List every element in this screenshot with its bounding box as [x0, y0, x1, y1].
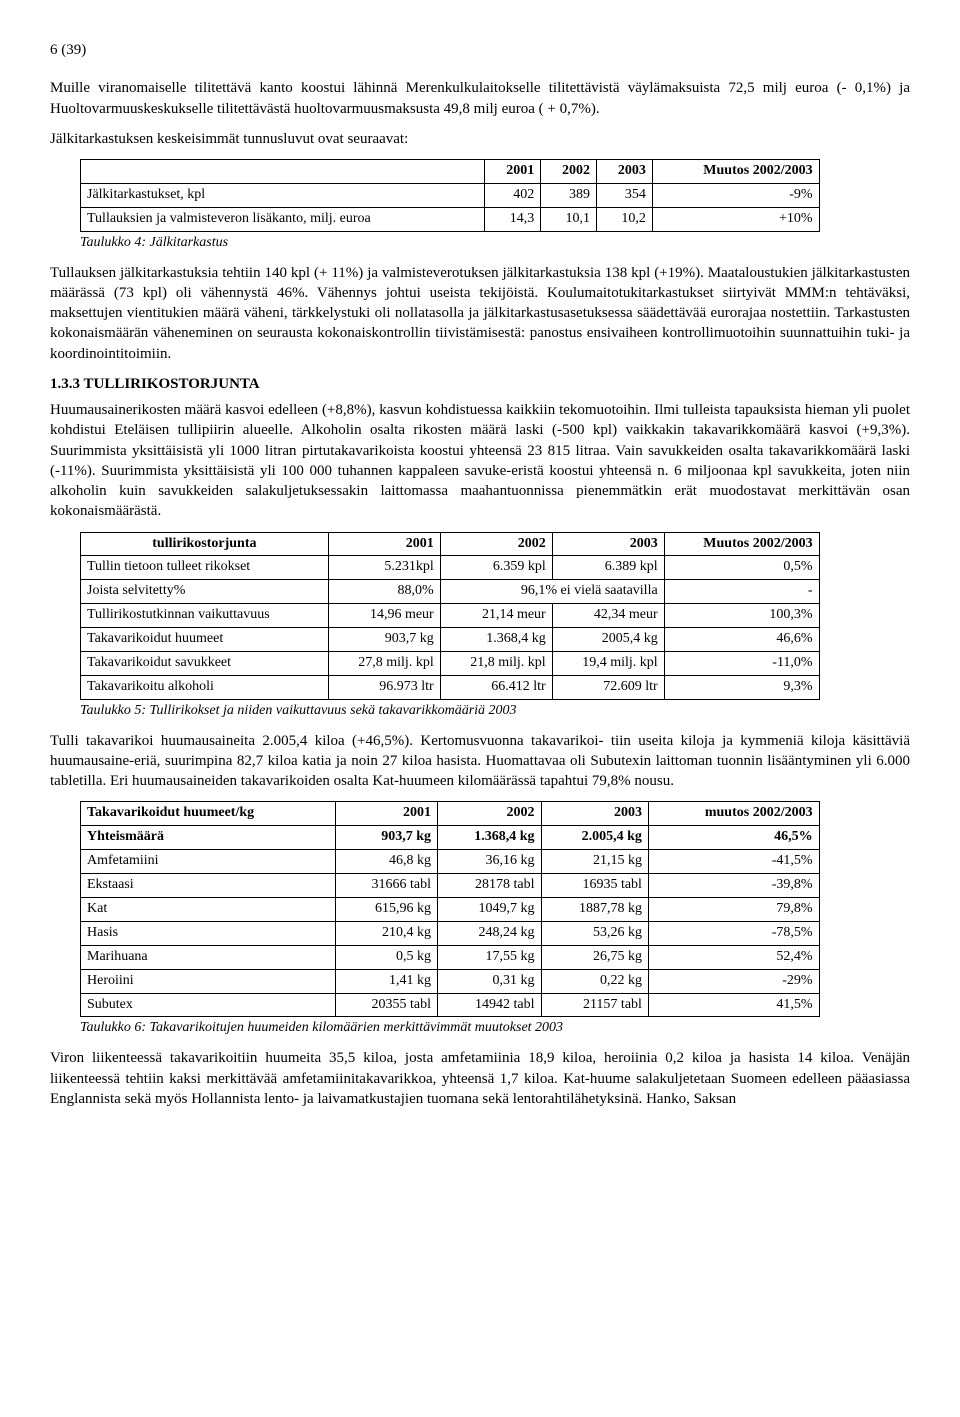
table-5: tullirikostorjunta 2001 2002 2003 Muutos… — [80, 532, 820, 700]
paragraph-3: Tullauksen jälkitarkastuksia tehtiin 140… — [50, 263, 910, 364]
t4-h4: Muutos 2002/2003 — [652, 160, 819, 184]
t5-h1: 2001 — [328, 532, 440, 556]
page-number: 6 (39) — [50, 40, 910, 60]
t5-h3: 2003 — [552, 532, 664, 556]
table-row: Subutex 20355 tabl 14942 tabl 21157 tabl… — [81, 993, 820, 1017]
paragraph-1: Muille viranomaiselle tilitettävä kanto … — [50, 78, 910, 119]
t5-h4: Muutos 2002/2003 — [664, 532, 819, 556]
t6-h3: 2003 — [541, 802, 648, 826]
table-5-caption: Taulukko 5: Tullirikokset ja niiden vaik… — [80, 702, 910, 721]
t6-h1: 2001 — [335, 802, 437, 826]
table-6: Takavarikoidut huumeet/kg 2001 2002 2003… — [80, 801, 820, 1017]
t5-h0: tullirikostorjunta — [81, 532, 329, 556]
table-6-caption: Taulukko 6: Takavarikoitujen huumeiden k… — [80, 1019, 910, 1038]
t4-h2: 2002 — [541, 160, 597, 184]
table-4-caption: Taulukko 4: Jälkitarkastus — [80, 234, 910, 253]
paragraph-2: Jälkitarkastuksen keskeisimmät tunnusluv… — [50, 129, 910, 149]
t5-h2: 2002 — [440, 532, 552, 556]
table-row: Takavarikoitu alkoholi 96.973 ltr 66.412… — [81, 675, 820, 699]
t4-h1: 2001 — [485, 160, 541, 184]
paragraph-6: Viron liikenteessä takavarikoitiin huume… — [50, 1048, 910, 1109]
table-row: Heroiini 1,41 kg 0,31 kg 0,22 kg -29% — [81, 969, 820, 993]
t4-h0 — [81, 160, 485, 184]
table-4: 2001 2002 2003 Muutos 2002/2003 Jälkitar… — [80, 159, 820, 232]
table-row: Yhteismäärä 903,7 kg 1.368,4 kg 2.005,4 … — [81, 826, 820, 850]
paragraph-4: Huumausainerikosten määrä kasvoi edellee… — [50, 400, 910, 522]
table-row: Tullauksien ja valmisteveron lisäkanto, … — [81, 207, 820, 231]
table-row: Marihuana 0,5 kg 17,55 kg 26,75 kg 52,4% — [81, 945, 820, 969]
paragraph-5: Tulli takavarikoi huumausaineita 2.005,4… — [50, 731, 910, 792]
table-row: Ekstaasi 31666 tabl 28178 tabl 16935 tab… — [81, 874, 820, 898]
heading-1-3-3: 1.3.3 TULLIRIKOSTORJUNTA — [50, 374, 910, 394]
t6-h4: muutos 2002/2003 — [648, 802, 819, 826]
t6-h0: Takavarikoidut huumeet/kg — [81, 802, 336, 826]
table-row: Tullin tietoon tulleet rikokset 5.231kpl… — [81, 556, 820, 580]
table-row: Amfetamiini 46,8 kg 36,16 kg 21,15 kg -4… — [81, 850, 820, 874]
table-row: Takavarikoidut huumeet 903,7 kg 1.368,4 … — [81, 628, 820, 652]
table-row: Takavarikoidut savukkeet 27,8 milj. kpl … — [81, 652, 820, 676]
table-row: Kat 615,96 kg 1049,7 kg 1887,78 kg 79,8% — [81, 898, 820, 922]
table-row: Jälkitarkastukset, kpl 402 389 354 -9% — [81, 183, 820, 207]
table-row: Joista selvitetty% 88,0% 96,1% ei vielä … — [81, 580, 820, 604]
table-row: Hasis 210,4 kg 248,24 kg 53,26 kg -78,5% — [81, 921, 820, 945]
table-row: Tullirikostutkinnan vaikuttavuus 14,96 m… — [81, 604, 820, 628]
t4-h3: 2003 — [597, 160, 653, 184]
t6-h2: 2002 — [437, 802, 541, 826]
